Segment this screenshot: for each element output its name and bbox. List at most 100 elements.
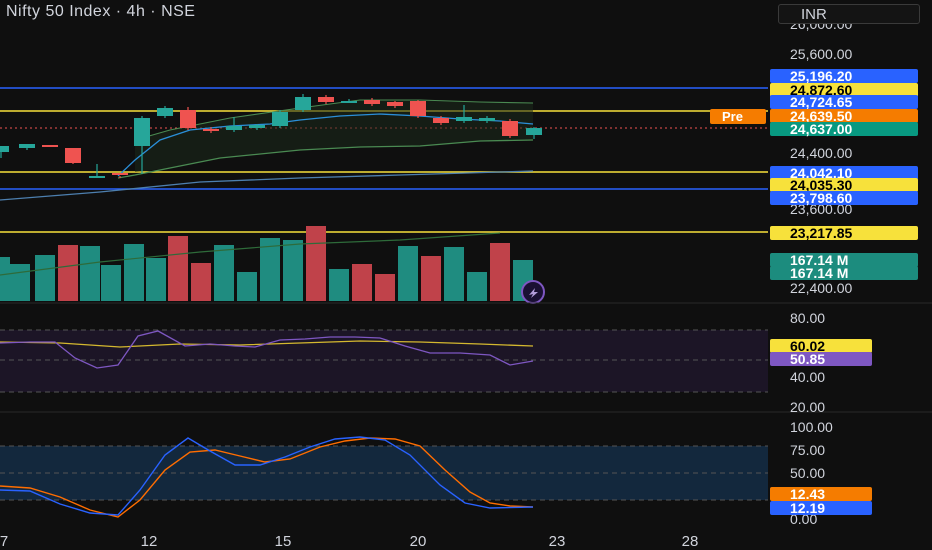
- volume-bar: [10, 264, 30, 301]
- volume-bar: [58, 245, 78, 301]
- rsi-band-upper: [0, 330, 768, 360]
- volume-bar: [467, 272, 487, 301]
- candles-group: [0, 94, 542, 178]
- price-tick-label: 25,600.00: [790, 46, 852, 62]
- candle-body: [456, 117, 472, 121]
- stoch-value-bg: [770, 501, 872, 515]
- volume-bar: [0, 257, 10, 301]
- rsi-tick-label: 80.00: [790, 310, 825, 326]
- price-tick-label: 22,400.00: [790, 280, 852, 296]
- volume-bar: [375, 274, 395, 301]
- price-label-bg: [770, 191, 918, 205]
- candle-body: [272, 112, 288, 126]
- candle-body: [526, 128, 542, 135]
- rsi-value-bg: [770, 339, 872, 353]
- volume-bar: [80, 246, 100, 301]
- rsi-tick-label: 20.00: [790, 399, 825, 415]
- candle-body: [65, 148, 81, 163]
- volume-bar: [146, 258, 166, 301]
- pre-market-badge: [710, 109, 766, 124]
- time-tick-label: 12: [141, 533, 158, 550]
- symbol-title[interactable]: Nifty 50 Index · 4h · NSE: [6, 3, 196, 20]
- price-label-bg: [770, 122, 918, 136]
- candle-body: [502, 121, 518, 136]
- volume-bar: [352, 264, 372, 301]
- replay-icon[interactable]: [521, 280, 545, 304]
- volume-bar: [168, 236, 188, 301]
- volume-bar: [283, 240, 303, 301]
- stoch-tick-label: 50.00: [790, 465, 825, 481]
- price-label-text: 24,042.10: [790, 165, 852, 181]
- volume-bar: [421, 256, 441, 301]
- ma-line-slow: [117, 139, 534, 179]
- stoch-k-line: [0, 436, 534, 516]
- time-tick-label: 7: [0, 533, 8, 550]
- candle-body: [112, 173, 128, 175]
- price-label-text: 24,872.60: [790, 82, 852, 98]
- time-tick-label: 15: [275, 533, 292, 550]
- stoch-tick-label: 100.00: [790, 419, 833, 435]
- stoch-value-text: 12.19: [790, 500, 825, 516]
- candle-body: [203, 129, 219, 131]
- stoch-tick-label: 75.00: [790, 442, 825, 458]
- rsi-tick-label: 40.00: [790, 369, 825, 385]
- volume-bar: [398, 246, 418, 301]
- candle-body: [364, 100, 380, 104]
- price-label-bg: [770, 83, 918, 97]
- price-axis-labels: 25,196.2024,872.6024,724.6524,639.5024,6…: [710, 68, 918, 516]
- candle-body: [249, 125, 265, 128]
- candle-body: [42, 145, 58, 147]
- volume-bar: [237, 272, 257, 301]
- price-tick-label: 24,400.00: [790, 145, 852, 161]
- time-tick-label: 20: [410, 533, 427, 550]
- price-label-bg: [770, 95, 918, 109]
- volume-bar: [306, 226, 326, 301]
- volume-group: [0, 226, 533, 301]
- currency-selector[interactable]: INR: [778, 4, 920, 24]
- price-label-text: 167.14 M: [790, 252, 848, 268]
- price-label-bg: [770, 226, 918, 240]
- candle-body: [433, 118, 449, 123]
- volume-bar: [124, 244, 144, 301]
- candle-body: [410, 101, 426, 116]
- price-label-bg: [770, 69, 918, 83]
- stoch-value-text: 12.43: [790, 486, 825, 502]
- price-label-text: 167.14 M: [790, 265, 848, 281]
- price-label-text: 23,798.60: [790, 190, 852, 206]
- pre-market-label: Pre: [722, 109, 743, 124]
- rsi-value-bg: [770, 352, 872, 366]
- rsi-band-lower: [0, 360, 768, 392]
- candle-body: [226, 126, 242, 130]
- price-label-bg: [770, 266, 918, 280]
- candle-body: [479, 118, 495, 121]
- candle-body: [134, 118, 150, 146]
- price-label-bg: [770, 109, 918, 123]
- rsi-value-text: 50.85: [790, 351, 825, 367]
- price-label-text: 25,196.20: [790, 68, 852, 84]
- price-label-bg: [770, 253, 918, 267]
- volume-bar: [101, 265, 121, 301]
- volume-bar: [260, 238, 280, 301]
- volume-bar: [444, 247, 464, 301]
- price-label-text: 24,724.65: [790, 94, 852, 110]
- price-label-text: 24,035.30: [790, 177, 852, 193]
- volume-bar: [490, 243, 510, 301]
- candle-body: [387, 102, 403, 106]
- volume-bar: [191, 263, 211, 301]
- candle-body: [0, 146, 9, 152]
- price-label-text: 24,639.50: [790, 108, 852, 124]
- candle-body: [341, 101, 357, 103]
- candle-body: [180, 110, 196, 128]
- time-axis[interactable]: 7 12 15 20 23 28: [0, 533, 698, 550]
- price-label-text: 23,217.85: [790, 225, 852, 241]
- rsi-value-text: 60.02: [790, 338, 825, 354]
- time-tick-label: 28: [682, 533, 699, 550]
- volume-bar: [214, 245, 234, 301]
- candle-body: [89, 176, 105, 178]
- price-label-bg: [770, 166, 918, 180]
- candle-body: [295, 97, 311, 110]
- rsi-line: [0, 330, 534, 369]
- candle-body: [157, 108, 173, 116]
- candle-body: [318, 97, 334, 102]
